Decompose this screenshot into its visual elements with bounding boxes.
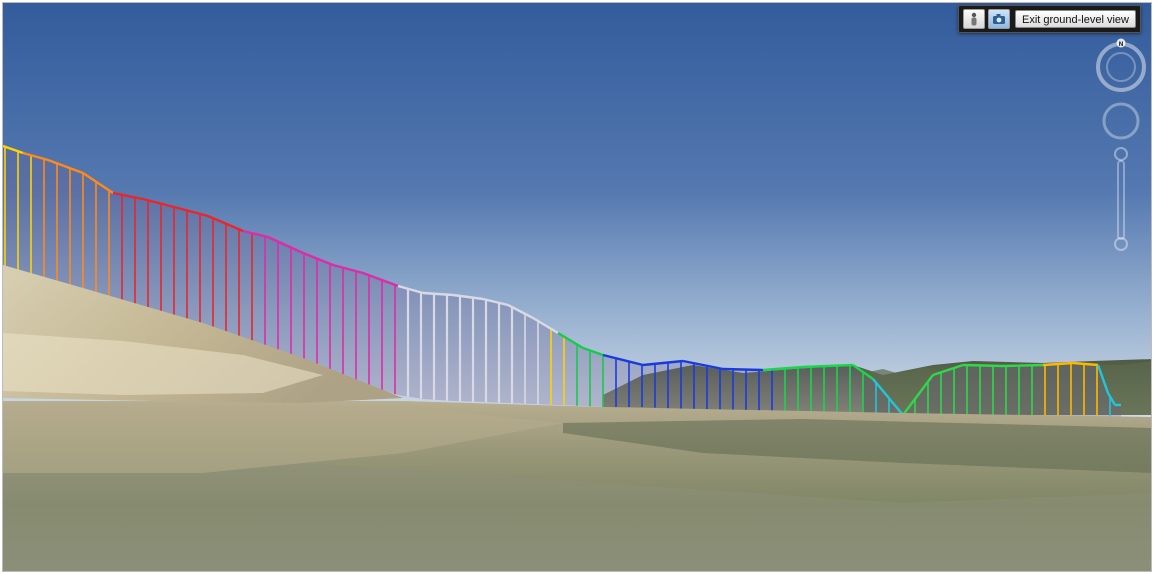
exit-ground-level-button[interactable]: Exit ground-level view bbox=[1015, 10, 1136, 28]
curtain-edge bbox=[82, 172, 114, 194]
curtain-edge bbox=[22, 151, 49, 162]
curtain-edge bbox=[802, 363, 854, 369]
curtain-edge bbox=[762, 365, 804, 372]
curtain-edge bbox=[482, 297, 509, 307]
curtain-edge bbox=[902, 374, 934, 416]
navigation-controls: N bbox=[1096, 38, 1146, 251]
ground-shading bbox=[563, 419, 1151, 473]
view-toolbar: Exit ground-level view bbox=[958, 5, 1141, 33]
curtain-edge bbox=[242, 229, 269, 239]
curtain-edge bbox=[1096, 364, 1110, 394]
curtain-edge bbox=[872, 378, 904, 416]
near-hill-light bbox=[3, 333, 323, 395]
curtain-edge bbox=[207, 214, 244, 233]
compass-north-label: N bbox=[1118, 41, 1123, 48]
curtain-edge bbox=[1042, 361, 1074, 367]
curtain-edge bbox=[852, 364, 874, 380]
curtain-edge bbox=[422, 291, 454, 297]
curtain-edge bbox=[112, 191, 144, 201]
curtain-edge bbox=[267, 235, 304, 255]
curtain-edge bbox=[932, 363, 964, 377]
curtain-edge bbox=[582, 346, 604, 357]
curtain-edge bbox=[362, 271, 399, 288]
foreground bbox=[3, 403, 563, 473]
curtain-edge bbox=[532, 316, 559, 335]
curtain-edge bbox=[142, 197, 179, 210]
zoom-slider[interactable] bbox=[1114, 147, 1128, 251]
curtain-edge bbox=[722, 367, 764, 372]
compass-ring[interactable]: N bbox=[1096, 38, 1146, 92]
curtain-edge bbox=[47, 158, 84, 175]
curtain-edge bbox=[1002, 363, 1044, 368]
camera-icon[interactable] bbox=[988, 9, 1010, 29]
look-joystick[interactable] bbox=[1102, 102, 1140, 140]
curtain-edge bbox=[962, 363, 1004, 368]
curtain-edge bbox=[452, 293, 484, 301]
curtain-edge bbox=[397, 284, 424, 295]
curtain-edge bbox=[682, 359, 724, 371]
pegman-icon[interactable] bbox=[963, 9, 985, 29]
curtain-edge bbox=[332, 263, 364, 275]
curtain-edge bbox=[1106, 392, 1117, 406]
curtain-edge bbox=[557, 331, 584, 350]
curtain-edge bbox=[602, 353, 644, 367]
curtain-edge bbox=[3, 144, 24, 155]
curtain-edge bbox=[302, 251, 334, 267]
curtain-edge bbox=[177, 206, 209, 218]
curtain-edge bbox=[1072, 361, 1099, 367]
ground-shading-2 bbox=[3, 463, 1151, 571]
curtain-edge bbox=[507, 303, 534, 320]
terrain-scene[interactable] bbox=[3, 3, 1152, 572]
curtain-edge bbox=[642, 359, 684, 367]
